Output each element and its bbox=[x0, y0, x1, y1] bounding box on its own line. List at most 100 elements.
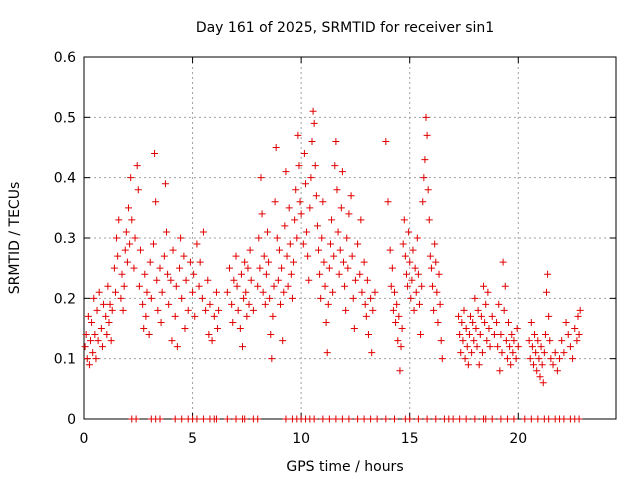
data-point bbox=[246, 246, 254, 254]
data-point bbox=[196, 258, 204, 266]
data-point bbox=[332, 137, 340, 145]
data-point bbox=[172, 282, 180, 290]
data-point bbox=[528, 343, 536, 351]
data-point bbox=[208, 337, 216, 345]
data-point bbox=[414, 270, 422, 278]
data-point bbox=[462, 415, 470, 423]
data-point bbox=[432, 258, 440, 266]
data-point bbox=[229, 318, 237, 326]
data-point bbox=[279, 337, 287, 345]
data-point bbox=[145, 331, 153, 339]
data-point bbox=[305, 276, 313, 284]
x-tick-label: 10 bbox=[292, 431, 310, 447]
data-point bbox=[85, 361, 93, 369]
data-point bbox=[241, 258, 249, 266]
data-point bbox=[151, 150, 159, 158]
data-point bbox=[126, 240, 134, 248]
data-point bbox=[560, 415, 568, 423]
data-point bbox=[335, 270, 343, 278]
y-tick-label: 0.6 bbox=[54, 50, 76, 66]
data-point bbox=[120, 282, 128, 290]
data-point bbox=[463, 343, 471, 351]
data-point bbox=[405, 228, 413, 236]
data-point bbox=[108, 306, 116, 314]
data-point bbox=[546, 337, 554, 345]
data-point bbox=[296, 198, 304, 206]
data-point bbox=[133, 162, 141, 170]
data-point bbox=[544, 270, 552, 278]
data-point bbox=[266, 294, 274, 302]
data-point bbox=[295, 162, 303, 170]
data-point bbox=[281, 222, 289, 230]
data-point bbox=[93, 306, 101, 314]
data-point bbox=[358, 288, 366, 296]
data-point bbox=[299, 240, 307, 248]
data-point bbox=[535, 355, 543, 363]
data-point bbox=[141, 270, 149, 278]
data-point bbox=[396, 367, 404, 375]
data-point bbox=[322, 318, 330, 326]
data-point bbox=[324, 300, 332, 308]
data-point bbox=[475, 361, 483, 369]
data-point bbox=[329, 288, 337, 296]
data-point bbox=[434, 318, 442, 326]
data-point bbox=[195, 282, 203, 290]
data-point bbox=[328, 216, 336, 224]
data-point bbox=[277, 300, 285, 308]
data-point bbox=[449, 415, 457, 423]
data-point bbox=[87, 337, 95, 345]
data-point bbox=[488, 415, 496, 423]
data-point bbox=[193, 415, 201, 423]
data-point bbox=[113, 234, 121, 242]
data-point bbox=[349, 294, 357, 302]
data-point bbox=[574, 312, 582, 320]
data-point bbox=[514, 343, 522, 351]
data-point bbox=[348, 252, 356, 260]
data-point bbox=[527, 415, 535, 423]
data-point bbox=[107, 337, 115, 345]
data-point bbox=[513, 325, 521, 332]
data-point bbox=[140, 325, 148, 332]
data-point bbox=[254, 415, 262, 423]
data-point bbox=[265, 258, 273, 266]
data-point bbox=[115, 216, 123, 224]
data-point bbox=[205, 331, 213, 339]
data-point bbox=[395, 312, 403, 320]
data-point bbox=[386, 246, 394, 254]
data-point bbox=[471, 415, 479, 423]
data-point bbox=[297, 210, 305, 218]
data-point bbox=[480, 282, 488, 290]
data-point bbox=[319, 198, 327, 206]
data-point bbox=[232, 252, 240, 260]
data-point bbox=[456, 415, 464, 423]
data-point bbox=[282, 168, 290, 176]
x-tick-label: 20 bbox=[509, 431, 527, 447]
data-point bbox=[263, 228, 271, 236]
data-point bbox=[181, 325, 189, 332]
data-point bbox=[89, 349, 97, 357]
y-axis-label: SRMTID / TECUs bbox=[7, 182, 23, 295]
data-point bbox=[304, 252, 312, 260]
data-point bbox=[261, 300, 269, 308]
data-point bbox=[497, 415, 505, 423]
data-point bbox=[139, 300, 147, 308]
data-point bbox=[576, 306, 584, 314]
data-point bbox=[315, 246, 323, 254]
data-point bbox=[534, 337, 542, 345]
data-point bbox=[331, 162, 339, 170]
data-point bbox=[433, 288, 441, 296]
data-point bbox=[291, 216, 299, 224]
data-point bbox=[316, 270, 324, 278]
data-point bbox=[156, 264, 164, 272]
data-point bbox=[242, 288, 250, 296]
data-point bbox=[497, 331, 505, 339]
data-point bbox=[388, 264, 396, 272]
data-point bbox=[233, 282, 241, 290]
data-point bbox=[98, 343, 106, 351]
data-point bbox=[426, 252, 434, 260]
data-point bbox=[156, 415, 164, 423]
data-point bbox=[239, 343, 247, 351]
x-axis-label: GPS time / hours bbox=[286, 459, 403, 475]
data-point bbox=[278, 264, 286, 272]
data-point bbox=[496, 367, 504, 375]
